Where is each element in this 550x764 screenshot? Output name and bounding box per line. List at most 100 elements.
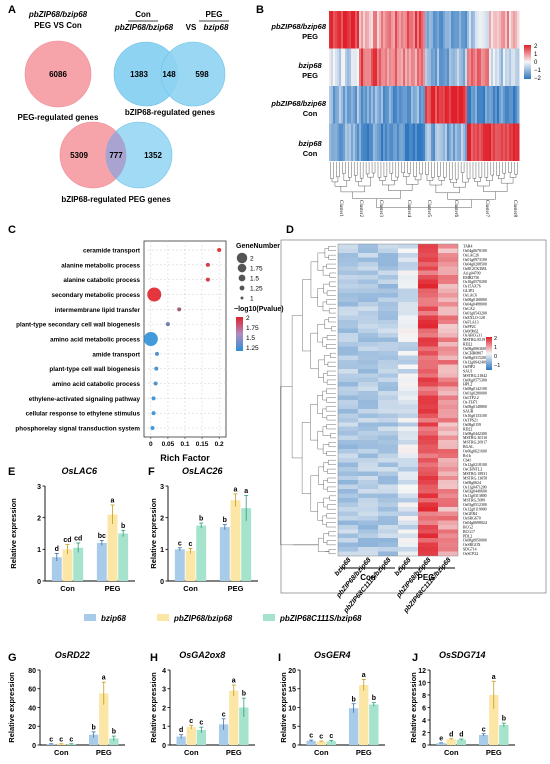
heatmap-b-cell [469, 11, 472, 49]
heatmap-b-cell [433, 11, 436, 49]
heatmap-d-cell [358, 391, 378, 396]
heatmap-d-cell [378, 244, 398, 249]
bar [348, 708, 359, 745]
bar [174, 549, 185, 581]
dendro-d-branch [331, 326, 334, 332]
go-size-legend-dot [239, 285, 245, 291]
go-dot [153, 381, 158, 386]
heatmap-b-cell [409, 86, 412, 124]
venn-tr-hdr-left: pbZIP68/bzip68 [114, 23, 174, 32]
heatmap-b-cell [465, 86, 468, 124]
heatmap-b-cell [449, 11, 452, 49]
heatmap-d-cell [418, 368, 438, 374]
heatmap-b-cell [409, 11, 412, 49]
gene-label: Cb4f [463, 459, 471, 463]
heatmap-d-cell [338, 275, 358, 280]
dendro-b-branch [414, 173, 422, 181]
heatmap-d-cell [438, 542, 458, 548]
venn-top-left: pbZIP68/bzip68 PEG VS Con 6086 PEG-regul… [18, 10, 99, 122]
heatmap-d-cell [338, 426, 358, 432]
dendro-d-branch [280, 386, 294, 546]
heatmap-d-cell [338, 538, 358, 543]
heatmap-b-cell [455, 48, 458, 86]
bar-y-tick-label: 1 [37, 547, 41, 554]
dendro-b-branch [377, 174, 382, 178]
venn-tr-mid-value: 148 [162, 70, 176, 79]
heatmap-b-cell [449, 48, 452, 86]
heatmap-d-cell [398, 484, 418, 490]
heatmap-d-cell [398, 373, 418, 378]
gene-label: OsPP2C [463, 325, 477, 329]
heatmap-b-cell [397, 123, 400, 161]
gene-label: Os12g0642400 [463, 360, 487, 364]
hmb-legend-1: 1 [534, 52, 538, 58]
heatmap-d-cell [418, 359, 438, 365]
heatmap-d-cell [378, 493, 398, 499]
panel-letter-d: D [286, 224, 294, 236]
heatmap-d-cell [398, 542, 418, 548]
heatmap-b-cell [511, 123, 514, 161]
heatmap-b-cell [469, 48, 472, 86]
heatmap-d-cells [337, 243, 459, 557]
heatmap-d-cell [418, 511, 438, 517]
heatmap-d-cell [378, 301, 398, 307]
heatmap-d-cell [438, 551, 458, 557]
bar [66, 744, 77, 745]
bar-y-tick-label: 0 [32, 743, 36, 750]
go-dot [151, 396, 156, 401]
heatmap-b-cell [331, 123, 334, 161]
heatmap-d-cell [398, 444, 418, 450]
heatmap-d-cell [338, 493, 358, 499]
heatmap-b-cell [457, 123, 460, 161]
heatmap-d-cell [418, 533, 438, 539]
heatmap-b-cell [475, 48, 478, 86]
dendro-d-branch [326, 290, 331, 296]
go-dot [150, 426, 155, 430]
heatmap-d-cell [438, 324, 458, 329]
heatmap-d-cell [338, 364, 358, 369]
heatmap-d-border [337, 243, 459, 557]
heatmap-d-cell [438, 408, 458, 414]
heatmap-d-cell [338, 257, 358, 263]
heatmap-b-cell [503, 48, 506, 86]
heatmap-d-cell [418, 364, 438, 369]
gene-label: PDL2 [463, 534, 472, 538]
heatmap-d-cell [418, 382, 438, 387]
heatmap-b-cell [351, 11, 354, 49]
heatmap-d-cell [398, 337, 418, 343]
heatmap-b-cell [471, 48, 474, 86]
dendro-b-branch [466, 174, 471, 180]
heatmap-d-cell [398, 408, 418, 414]
go-dot [151, 411, 156, 416]
heatmap-d-cell [418, 444, 438, 450]
heatmap-d-cell [438, 395, 458, 401]
venn-bottom-caption: bZIP68-regulated PEG genes [61, 195, 171, 204]
gene-label: Os06g0621600 [463, 450, 487, 454]
heatmap-b-cell [381, 11, 384, 49]
heatmap-b-cell [423, 123, 426, 161]
gene-label: SDG714 [463, 548, 477, 552]
sig-letter: c [309, 733, 313, 740]
sig-letter: a [111, 498, 115, 505]
heatmap-b-cell [339, 86, 342, 124]
dendro-d-branch [326, 263, 332, 269]
dendro-b-branch [496, 170, 500, 176]
bar-legend-swatch-3 [263, 614, 275, 621]
heatmap-d-cell [438, 489, 458, 494]
heatmap-d-cell [398, 350, 418, 356]
heatmap-d-cell [398, 355, 418, 361]
heatmap-b-cell [421, 11, 424, 49]
gene-label: Os06g0575300 [463, 378, 487, 382]
heatmap-b-cell [509, 48, 512, 86]
dendro-b-branch [478, 170, 483, 178]
heatmap-b-cell [475, 123, 478, 161]
dendro-d-branch [322, 444, 329, 454]
heatmap-d-cell [398, 480, 418, 485]
panel-letter-i: I [278, 652, 281, 664]
heatmap-b-cell [451, 86, 454, 124]
heatmap-b-cell [429, 11, 432, 49]
bar-y-tick-label: 1 [160, 547, 164, 554]
dendro-b-branch [340, 185, 365, 193]
heatmap-b-cell [509, 123, 512, 161]
heatmap-d-cell [358, 547, 378, 552]
